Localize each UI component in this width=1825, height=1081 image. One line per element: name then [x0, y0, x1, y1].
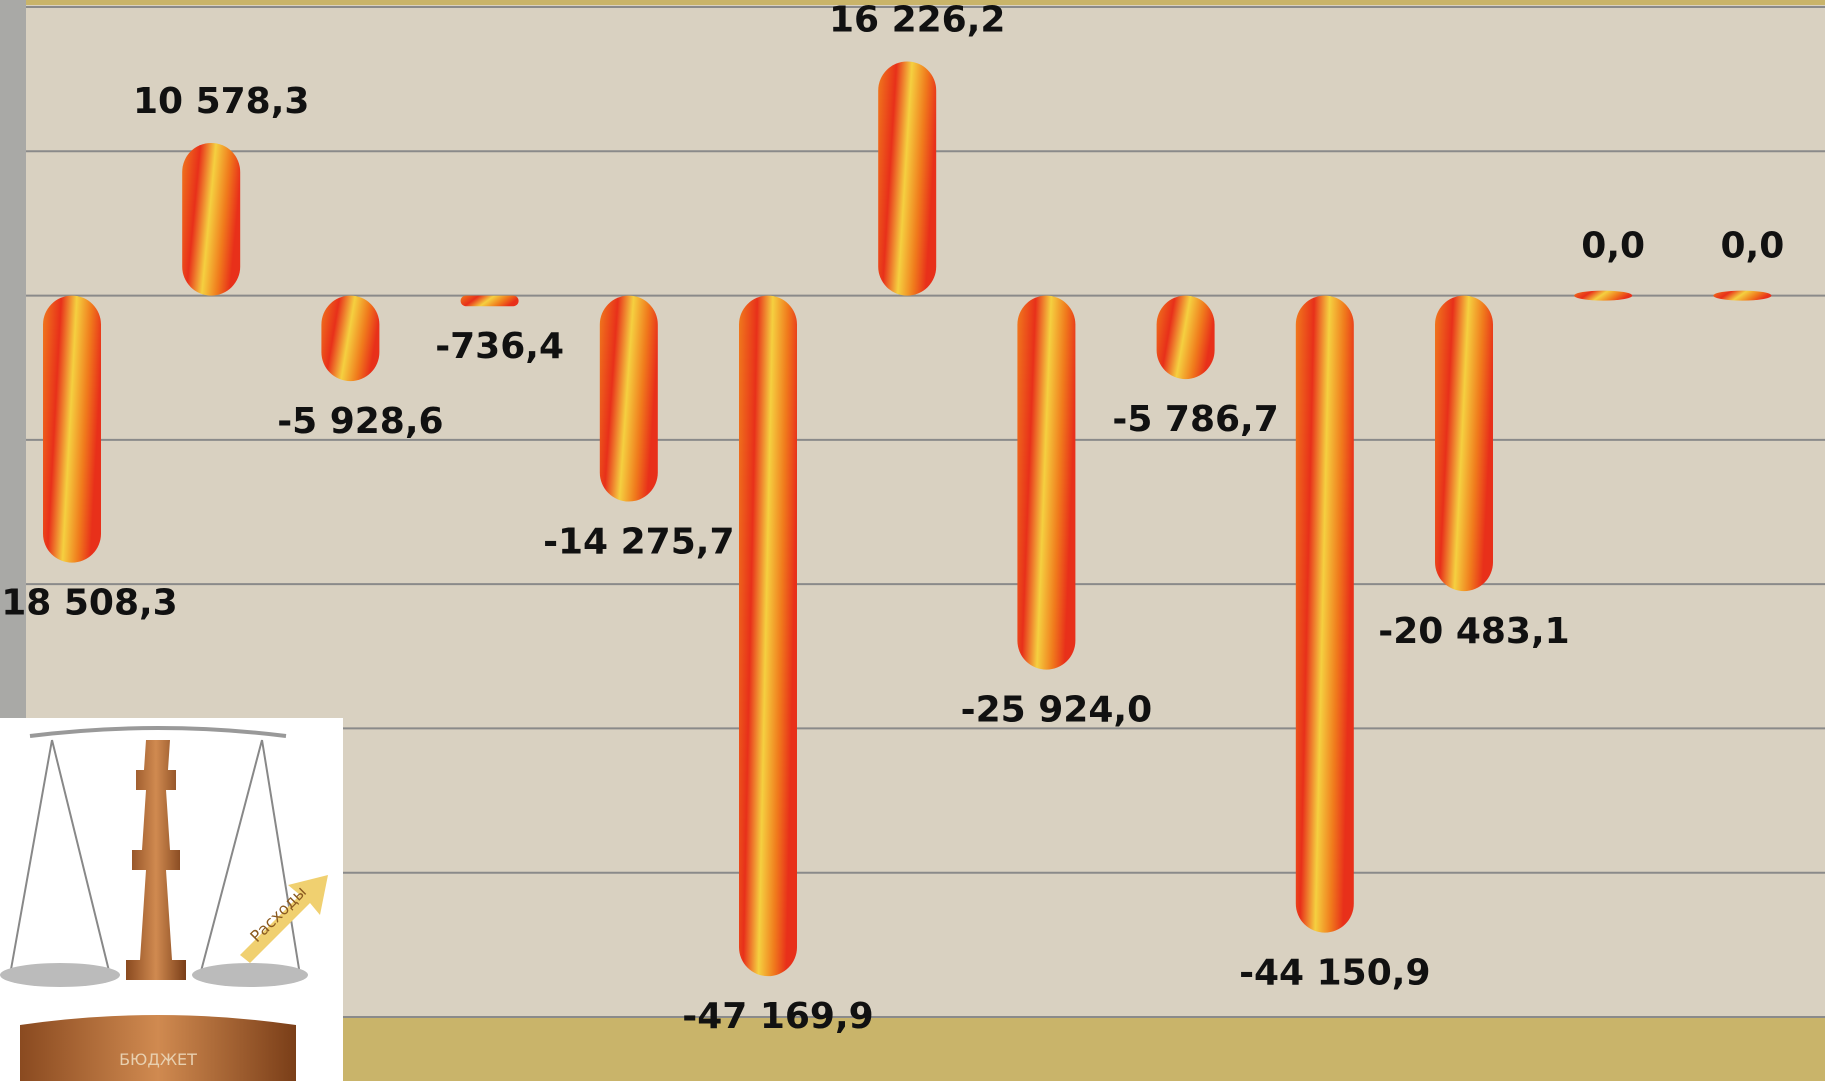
top-border — [0, 0, 1825, 5]
base-label: БЮДЖЕТ — [119, 1050, 197, 1069]
value-label: 16 226,2 — [829, 0, 1006, 40]
bar — [1017, 295, 1076, 670]
value-label: -5 928,6 — [277, 401, 443, 442]
bar — [1156, 295, 1215, 380]
bar — [182, 142, 241, 296]
bar — [878, 61, 937, 296]
value-label: -44 150,9 — [1239, 953, 1430, 994]
value-label: -20 483,1 — [1378, 611, 1569, 652]
bar — [1295, 295, 1354, 933]
bar — [1574, 290, 1633, 301]
base — [20, 1015, 296, 1081]
value-label: -736,4 — [435, 326, 564, 367]
pillar — [126, 740, 186, 980]
bar — [739, 295, 797, 977]
beam — [29, 726, 287, 738]
bar — [460, 295, 519, 307]
bar — [321, 295, 380, 382]
value-label: -5 786,7 — [1112, 399, 1278, 440]
bars: -18 508,3 10 578,3 -5 928,6 -736,4 -14 275,7… — [0, 0, 1784, 1037]
pan — [0, 963, 120, 987]
value-label: 10 578,3 — [133, 81, 310, 122]
pan — [192, 963, 308, 987]
value-label: -14 275,7 — [543, 522, 734, 563]
value-label: 0,0 — [1721, 226, 1785, 267]
bar — [1713, 290, 1772, 301]
value-label: -47 169,9 — [682, 996, 873, 1037]
bar — [599, 295, 658, 502]
value-label: 0,0 — [1581, 226, 1645, 267]
bar — [1435, 295, 1493, 592]
illustration: БЮДЖЕТ Расходы — [0, 718, 343, 1081]
arrow — [240, 875, 328, 963]
bar — [43, 295, 101, 563]
grid — [26, 6, 1825, 1018]
chains — [9, 739, 301, 976]
value-label: -18 508,3 — [0, 583, 178, 624]
value-label: -25 924,0 — [961, 690, 1152, 731]
